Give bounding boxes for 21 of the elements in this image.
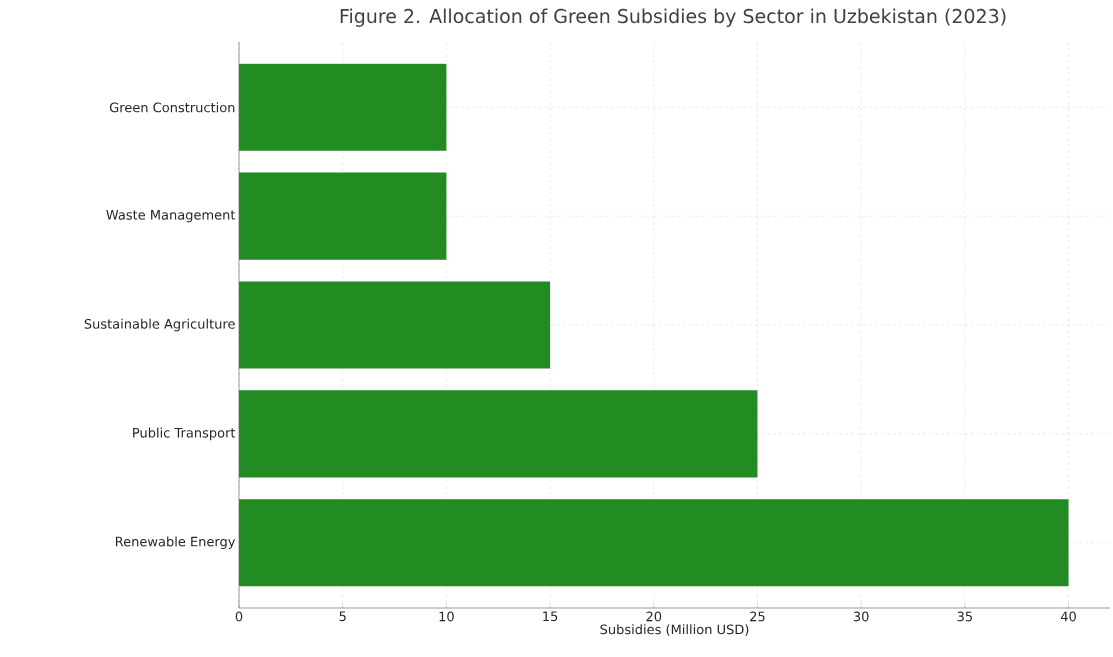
chart-title: Figure 2. Allocation of Green Subsidies by Sector in Uzbekistan (2023)	[340, 8, 1006, 27]
bar	[239, 281, 551, 369]
x-tick-label: 40	[1060, 611, 1076, 622]
y-tick-label: Green Construction	[109, 102, 235, 113]
x-axis-title: Subsidies (Million USD)	[600, 624, 749, 636]
y-tick-label: Sustainable Agriculture	[84, 318, 235, 332]
x-tick-label: 25	[750, 611, 765, 622]
y-tick-label: Public Transport	[133, 427, 236, 441]
bar	[239, 63, 447, 151]
x-tick-label: 35	[957, 611, 972, 622]
bar	[239, 499, 1069, 587]
x-tick-label: 20	[646, 611, 662, 622]
x-tick-label: 0	[235, 611, 243, 622]
x-tick-label: 15	[543, 611, 558, 622]
x-tick-label: 10	[439, 611, 454, 622]
bar	[239, 390, 758, 478]
x-tick-label: 5	[339, 611, 346, 622]
bar	[239, 172, 447, 260]
y-tick-label: Renewable Energy	[115, 536, 236, 549]
x-tick-label: 30	[853, 611, 869, 622]
y-tick-label: Waste Management	[106, 210, 236, 223]
